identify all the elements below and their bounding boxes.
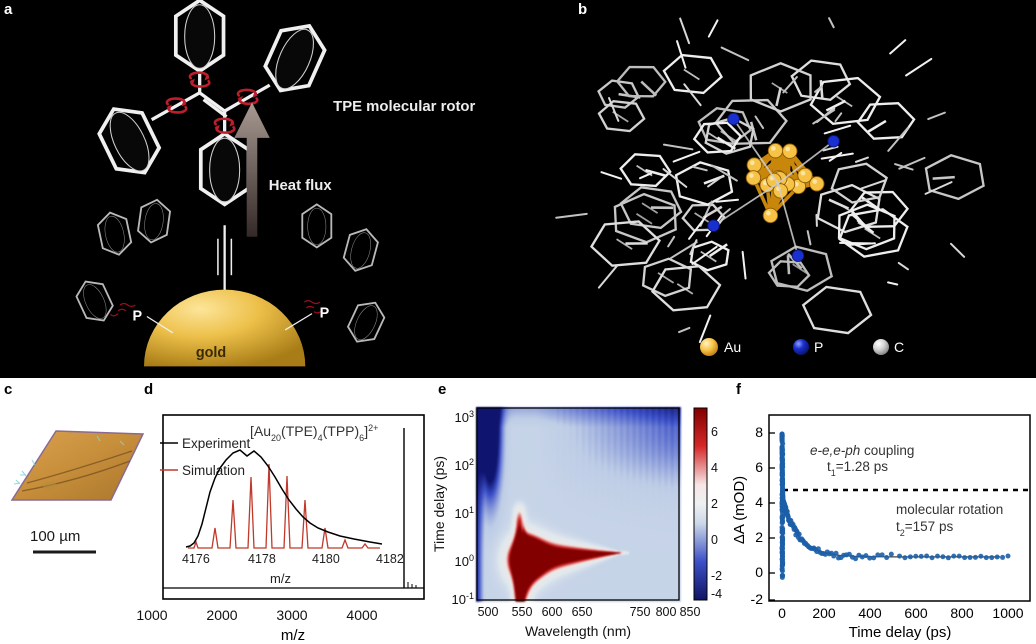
- svg-text:-4: -4: [711, 587, 722, 601]
- svg-text:0: 0: [755, 564, 763, 580]
- svg-text:4: 4: [755, 494, 763, 510]
- svg-text:800: 800: [656, 605, 677, 619]
- svg-text:Heat flux: Heat flux: [269, 178, 333, 194]
- svg-text:4000: 4000: [346, 607, 377, 623]
- svg-text:850: 850: [680, 605, 701, 619]
- svg-text:2: 2: [711, 497, 718, 511]
- svg-text:4: 4: [711, 461, 718, 475]
- svg-text:101: 101: [455, 505, 474, 521]
- svg-text:gold: gold: [196, 345, 226, 361]
- svg-text:6: 6: [711, 425, 718, 439]
- svg-text:400: 400: [858, 605, 882, 621]
- svg-text:2000: 2000: [206, 607, 237, 623]
- svg-text:10-1: 10-1: [452, 591, 474, 607]
- svg-text:ΔA (mOD): ΔA (mOD): [731, 476, 748, 544]
- svg-text:600: 600: [542, 605, 563, 619]
- svg-text:3000: 3000: [276, 607, 307, 623]
- svg-text:4180: 4180: [312, 552, 340, 566]
- svg-text:Experiment: Experiment: [182, 436, 251, 451]
- svg-text:800: 800: [950, 605, 974, 621]
- svg-text:100 µm: 100 µm: [30, 528, 80, 545]
- svg-text:P: P: [132, 308, 142, 324]
- svg-text:2: 2: [755, 529, 763, 545]
- svg-text:1000: 1000: [136, 607, 167, 623]
- svg-text:Simulation: Simulation: [182, 463, 245, 478]
- svg-text:e-e,e-ph coupling: e-e,e-ph coupling: [810, 443, 914, 458]
- svg-text:0: 0: [711, 533, 718, 547]
- svg-text:P: P: [814, 339, 823, 355]
- svg-text:4176: 4176: [182, 552, 210, 566]
- svg-text:500: 500: [478, 605, 499, 619]
- svg-text:4182: 4182: [376, 552, 404, 566]
- svg-text:Wavelength (nm): Wavelength (nm): [525, 623, 631, 639]
- svg-text:m/z: m/z: [270, 571, 291, 586]
- svg-text:550: 550: [512, 605, 533, 619]
- svg-text:C: C: [894, 339, 904, 355]
- svg-text:Time delay (ps): Time delay (ps): [431, 456, 447, 552]
- svg-text:1000: 1000: [992, 605, 1023, 621]
- svg-text:Au: Au: [724, 339, 741, 355]
- svg-text:-2: -2: [751, 591, 764, 607]
- svg-text:4178: 4178: [248, 552, 276, 566]
- svg-text:650: 650: [572, 605, 593, 619]
- svg-text:m/z: m/z: [281, 627, 305, 644]
- svg-text:750: 750: [630, 605, 651, 619]
- svg-text:0: 0: [778, 605, 786, 621]
- svg-text:102: 102: [455, 457, 474, 473]
- svg-text:600: 600: [904, 605, 928, 621]
- svg-text:TPE molecular rotor: TPE molecular rotor: [333, 99, 475, 115]
- svg-text:6: 6: [755, 459, 763, 475]
- svg-text:molecular rotation: molecular rotation: [896, 502, 1003, 517]
- svg-text:P: P: [320, 305, 330, 321]
- svg-text:-2: -2: [711, 569, 722, 583]
- svg-text:Time delay (ps): Time delay (ps): [849, 624, 952, 641]
- svg-text:100: 100: [455, 553, 474, 569]
- svg-text:103: 103: [455, 409, 474, 425]
- svg-text:8: 8: [755, 424, 763, 440]
- svg-text:200: 200: [812, 605, 836, 621]
